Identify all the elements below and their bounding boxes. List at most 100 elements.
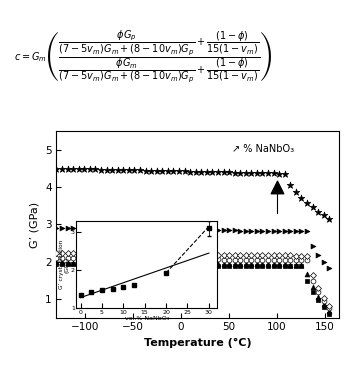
Point <box>82 262 87 268</box>
Point <box>154 168 160 174</box>
Point <box>204 169 210 175</box>
Point <box>154 260 160 266</box>
Point <box>65 166 71 172</box>
Point <box>321 212 327 218</box>
Point <box>148 260 154 266</box>
Point <box>76 166 82 172</box>
Point <box>98 260 104 266</box>
Point <box>109 251 115 257</box>
Point <box>198 261 204 267</box>
Point <box>226 257 232 262</box>
Point <box>170 168 176 174</box>
Point <box>92 262 98 268</box>
Point <box>82 166 87 172</box>
Point <box>238 228 243 234</box>
Point <box>282 228 288 234</box>
Point <box>98 226 104 232</box>
Point <box>274 184 280 190</box>
Point <box>271 263 276 269</box>
Point <box>65 260 71 265</box>
Point <box>187 227 193 233</box>
Point <box>249 252 254 258</box>
Point <box>70 250 76 256</box>
Point <box>215 261 221 267</box>
Point <box>87 262 93 268</box>
Point <box>254 261 260 267</box>
Point <box>204 263 210 269</box>
Point <box>282 262 288 268</box>
Point <box>327 265 332 271</box>
Point <box>132 251 137 257</box>
Point <box>260 170 265 176</box>
Point <box>165 227 170 233</box>
Text: ↗ % NaNbO₃: ↗ % NaNbO₃ <box>232 145 294 154</box>
Point <box>327 303 332 309</box>
Point <box>254 257 260 263</box>
Point <box>254 228 260 234</box>
Point <box>137 251 143 257</box>
Point <box>182 169 187 174</box>
Point <box>148 168 154 174</box>
Point <box>293 257 299 263</box>
Point <box>70 262 76 268</box>
Point <box>76 255 82 261</box>
Point <box>310 289 316 295</box>
Point <box>92 226 98 232</box>
Point <box>299 257 304 263</box>
Point <box>238 261 243 267</box>
Point <box>137 262 143 268</box>
Point <box>54 255 59 261</box>
Point <box>299 262 304 268</box>
Point <box>98 262 104 268</box>
Point <box>109 167 115 173</box>
Point <box>265 257 271 263</box>
Point <box>215 263 221 269</box>
Point <box>226 261 232 267</box>
Point <box>132 168 137 173</box>
Point <box>65 250 71 256</box>
Point <box>304 253 310 258</box>
Point <box>221 263 226 269</box>
Point <box>126 262 132 268</box>
Text: $c = G_m\left(\dfrac{\dfrac{\phi G_p}{(7-5v_m)G_m+(8-10v_m)G_p}+\dfrac{(1-\phi)}: $c = G_m\left(\dfrac{\dfrac{\phi G_p}{(7… <box>14 28 273 84</box>
Point <box>327 311 332 317</box>
Point <box>232 170 238 176</box>
Point <box>265 252 271 258</box>
Point <box>249 261 254 267</box>
Point <box>65 226 71 231</box>
Point <box>137 256 143 262</box>
Point <box>87 166 93 172</box>
Point <box>238 257 243 263</box>
Point <box>115 226 121 232</box>
Point <box>148 251 154 257</box>
Point <box>226 263 232 269</box>
Point <box>243 228 249 234</box>
Point <box>176 261 182 266</box>
Point <box>243 261 249 267</box>
Point <box>59 255 65 261</box>
Point <box>104 260 109 266</box>
Point <box>315 294 321 300</box>
Point <box>293 228 299 234</box>
Point <box>82 226 87 231</box>
Point <box>132 256 137 262</box>
Point <box>115 260 121 266</box>
Point <box>165 256 170 262</box>
Point <box>160 256 165 262</box>
Point <box>287 257 293 263</box>
Point <box>182 256 187 262</box>
Point <box>126 167 132 173</box>
Point <box>92 255 98 261</box>
Point <box>265 170 271 176</box>
Point <box>92 166 98 172</box>
Point <box>226 227 232 233</box>
Point <box>65 261 71 267</box>
Point <box>143 256 148 262</box>
Point <box>187 169 193 174</box>
Point <box>249 170 254 176</box>
Point <box>232 227 238 233</box>
Point <box>137 260 143 266</box>
Point <box>98 251 104 257</box>
Point <box>315 209 321 215</box>
Point <box>287 182 293 188</box>
